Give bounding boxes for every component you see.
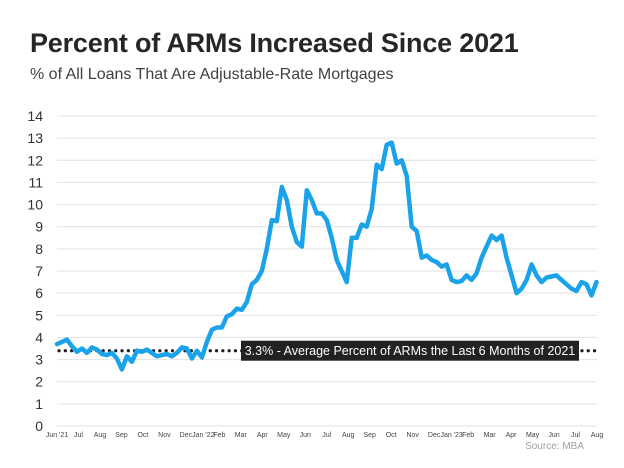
x-tick-label: Jun '21 [46, 432, 68, 439]
x-tick-label: Jul [571, 432, 580, 439]
x-tick-label: Jul [322, 432, 331, 439]
y-tick-label: 13 [27, 130, 43, 146]
y-tick-label: 14 [27, 108, 43, 124]
y-tick-label: 6 [35, 285, 43, 301]
x-tick-label: Sep [363, 432, 376, 439]
y-tick-label: 10 [27, 197, 43, 213]
x-tick-label: Apr [257, 432, 269, 439]
source-note: Source: MBA [525, 441, 584, 452]
y-tick-label: 9 [35, 219, 43, 235]
x-tick-label: Jan '23 [440, 432, 462, 439]
annotation-label: 3.3% - Average Percent of ARMs the Last … [245, 344, 576, 358]
y-tick-label: 4 [35, 329, 43, 345]
y-tick-label: 1 [35, 396, 43, 412]
x-tick-label: Feb [213, 432, 225, 439]
x-tick-label: Jun [300, 432, 311, 439]
x-tick-label: Jul [74, 432, 83, 439]
y-tick-label: 12 [27, 152, 43, 168]
x-tick-label: Sep [115, 432, 128, 439]
annotation-box [241, 340, 579, 361]
y-tick-label: 8 [35, 241, 43, 257]
x-tick-label: Feb [462, 432, 474, 439]
y-tick-label: 2 [35, 374, 43, 390]
x-tick-label: Mar [484, 432, 497, 439]
chart-subtitle: % of All Loans That Are Adjustable-Rate … [30, 66, 394, 83]
x-tick-label: Oct [386, 432, 397, 439]
y-tick-label: 3 [35, 352, 43, 368]
x-tick-label: Aug [94, 432, 107, 439]
x-tick-label: Jun [548, 432, 559, 439]
y-tick-label: 5 [35, 307, 43, 323]
y-tick-label: 0 [35, 418, 43, 434]
x-tick-label: Nov [158, 432, 171, 439]
x-tick-label: Dec [180, 432, 193, 439]
y-tick-label: 7 [35, 263, 43, 279]
x-tick-label: May [526, 432, 540, 439]
chart-title: Percent of ARMs Increased Since 2021 [30, 28, 519, 58]
x-tick-label: Mar [235, 432, 248, 439]
x-tick-label: Oct [137, 432, 148, 439]
x-tick-label: Apr [506, 432, 518, 439]
x-tick-label: Dec [428, 432, 441, 439]
y-tick-label: 11 [28, 174, 43, 190]
x-tick-label: Nov [406, 432, 419, 439]
series-line [54, 140, 599, 372]
x-tick-label: Aug [342, 432, 355, 439]
x-tick-label: May [277, 432, 291, 439]
x-tick-label: Aug [591, 432, 604, 439]
x-tick-label: Jan '22 [192, 432, 214, 439]
